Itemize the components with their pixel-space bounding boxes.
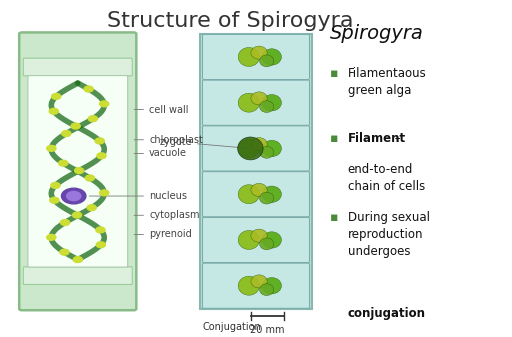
Circle shape	[84, 86, 93, 92]
Ellipse shape	[262, 95, 282, 111]
Ellipse shape	[260, 101, 274, 113]
Ellipse shape	[238, 276, 260, 295]
Circle shape	[49, 108, 58, 114]
Circle shape	[87, 205, 96, 211]
Ellipse shape	[238, 48, 260, 66]
FancyBboxPatch shape	[19, 32, 136, 310]
Ellipse shape	[251, 183, 267, 196]
Ellipse shape	[260, 284, 274, 296]
Text: vacuole: vacuole	[134, 149, 187, 158]
Ellipse shape	[260, 192, 274, 204]
FancyBboxPatch shape	[203, 80, 309, 125]
Circle shape	[51, 182, 60, 188]
Text: Filament: Filament	[348, 132, 406, 145]
Ellipse shape	[251, 137, 267, 151]
Text: Spirogyra: Spirogyra	[330, 24, 424, 43]
Ellipse shape	[238, 137, 263, 160]
Text: chloroplast: chloroplast	[134, 135, 203, 145]
Text: ▪: ▪	[330, 132, 338, 145]
Ellipse shape	[260, 147, 274, 158]
Circle shape	[88, 116, 97, 122]
Text: end-to-end
chain of cells: end-to-end chain of cells	[348, 163, 425, 193]
Text: conjugation: conjugation	[348, 307, 425, 320]
Circle shape	[75, 167, 84, 174]
Ellipse shape	[251, 275, 267, 288]
FancyBboxPatch shape	[203, 217, 309, 263]
Ellipse shape	[251, 92, 267, 105]
Text: Filamentaous
green alga: Filamentaous green alga	[348, 67, 426, 97]
Circle shape	[52, 93, 61, 99]
Bar	[200, 34, 312, 309]
Ellipse shape	[251, 229, 267, 242]
Ellipse shape	[262, 49, 282, 65]
Text: Conjugation: Conjugation	[203, 322, 261, 332]
Text: ▪: ▪	[330, 211, 338, 223]
Circle shape	[96, 242, 105, 248]
Ellipse shape	[262, 140, 282, 157]
Text: ▪: ▪	[330, 67, 338, 80]
Ellipse shape	[260, 55, 274, 67]
FancyBboxPatch shape	[203, 126, 309, 171]
Ellipse shape	[251, 46, 267, 59]
Ellipse shape	[238, 231, 260, 249]
Circle shape	[73, 257, 82, 263]
Circle shape	[99, 101, 109, 107]
FancyBboxPatch shape	[28, 75, 127, 267]
Circle shape	[86, 175, 95, 181]
Circle shape	[100, 190, 109, 196]
Text: –: –	[391, 132, 400, 145]
Ellipse shape	[262, 186, 282, 203]
FancyBboxPatch shape	[203, 34, 309, 80]
Circle shape	[50, 197, 59, 203]
Ellipse shape	[260, 238, 274, 250]
Circle shape	[61, 188, 86, 204]
Ellipse shape	[238, 139, 260, 158]
Ellipse shape	[238, 93, 260, 112]
Text: pyrenoid: pyrenoid	[134, 229, 192, 240]
Text: cell wall: cell wall	[134, 104, 188, 115]
Circle shape	[73, 212, 81, 218]
Text: nucleus: nucleus	[89, 191, 187, 201]
Circle shape	[47, 235, 56, 240]
Circle shape	[60, 220, 70, 225]
Circle shape	[47, 145, 56, 151]
Ellipse shape	[238, 185, 260, 204]
Text: During sexual
reproduction
undergoes: During sexual reproduction undergoes	[348, 211, 430, 257]
Circle shape	[96, 227, 105, 233]
Circle shape	[97, 153, 106, 159]
Circle shape	[60, 249, 69, 255]
Circle shape	[62, 130, 71, 136]
Text: cytoplasm: cytoplasm	[134, 210, 200, 220]
Ellipse shape	[262, 232, 282, 248]
Text: zygote: zygote	[159, 137, 248, 148]
FancyBboxPatch shape	[203, 172, 309, 217]
FancyBboxPatch shape	[23, 267, 132, 284]
FancyBboxPatch shape	[23, 58, 132, 76]
Ellipse shape	[262, 278, 282, 294]
Circle shape	[95, 138, 104, 144]
FancyBboxPatch shape	[203, 263, 309, 308]
Text: Structure of Spirogyra: Structure of Spirogyra	[108, 11, 354, 31]
Circle shape	[67, 191, 81, 201]
Circle shape	[59, 160, 68, 166]
Circle shape	[71, 123, 80, 129]
Text: 20 mm: 20 mm	[250, 325, 285, 335]
